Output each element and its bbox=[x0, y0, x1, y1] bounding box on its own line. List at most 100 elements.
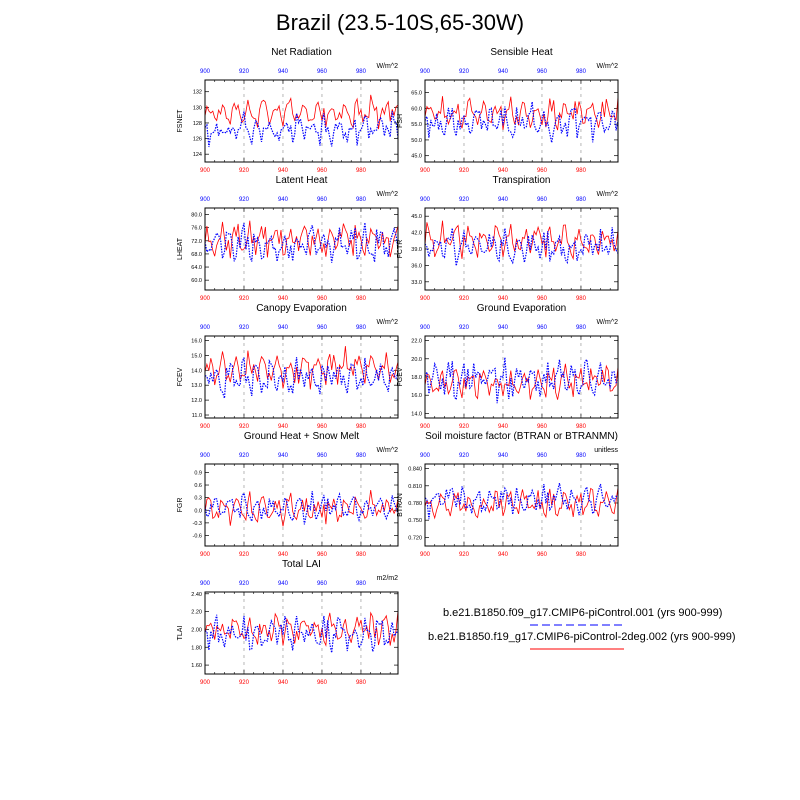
y-tick-label: 1.60 bbox=[191, 663, 202, 669]
series-line-case2 bbox=[425, 220, 618, 261]
series-line-case1 bbox=[205, 491, 398, 525]
y-tick-label: 15.0 bbox=[191, 353, 202, 359]
panel-frame bbox=[424, 463, 619, 547]
top-x-tick-label: 940 bbox=[278, 581, 289, 587]
bottom-x-tick-label: 940 bbox=[498, 424, 509, 430]
bottom-x-tick-label: 900 bbox=[420, 168, 431, 174]
top-x-tick-label: 900 bbox=[200, 325, 211, 331]
panel-title: Latent Heat bbox=[276, 175, 328, 186]
bottom-x-tick-label: 920 bbox=[239, 552, 250, 558]
bottom-x-tick-label: 940 bbox=[278, 168, 289, 174]
y-tick-label: -0.6 bbox=[193, 533, 202, 539]
legend-case2-label: b.e21.B1850.f19_g17.CMIP6-piControl-2deg… bbox=[428, 631, 736, 643]
panel-units: unitless bbox=[594, 447, 618, 454]
bottom-x-tick-label: 920 bbox=[239, 168, 250, 174]
panel-lheat: Latent Heat W/m^2 900 900 920 920 940 940 960 960… bbox=[177, 175, 399, 302]
top-x-tick-label: 900 bbox=[420, 197, 431, 203]
y-tick-label: 45.0 bbox=[411, 154, 422, 160]
bottom-x-tick-label: 960 bbox=[537, 424, 548, 430]
panel-fgev: Ground Evaporation W/m^2 900 900 920 920 940 94… bbox=[397, 303, 619, 430]
figure-title: Brazil (23.5-10S,65-30W) bbox=[275, 10, 525, 35]
bottom-x-tick-label: 940 bbox=[278, 680, 289, 686]
panel-fgr: Ground Heat + Snow Melt W/m^2 900 900 920 920… bbox=[177, 431, 399, 558]
top-x-tick-label: 920 bbox=[239, 197, 250, 203]
top-x-tick-label: 960 bbox=[317, 325, 328, 331]
series-line-case2 bbox=[205, 94, 398, 130]
bottom-x-tick-label: 920 bbox=[459, 168, 470, 174]
y-tick-label: 16.0 bbox=[411, 393, 422, 399]
y-axis-label: FSNET bbox=[177, 109, 184, 133]
top-x-tick-label: 960 bbox=[317, 453, 328, 459]
y-tick-label: 45.0 bbox=[411, 214, 422, 220]
y-tick-label: 64.0 bbox=[191, 265, 202, 271]
panel-fcev: Canopy Evaporation W/m^2 900 900 920 920 940 94… bbox=[177, 303, 399, 430]
panel-title: Total LAI bbox=[282, 559, 321, 570]
y-axis-label: BTRAN bbox=[397, 493, 404, 517]
bottom-x-tick-label: 900 bbox=[200, 296, 211, 302]
bottom-x-tick-label: 960 bbox=[317, 168, 328, 174]
bottom-x-tick-label: 960 bbox=[317, 680, 328, 686]
top-x-tick-label: 920 bbox=[459, 325, 470, 331]
y-tick-label: 0.720 bbox=[408, 535, 422, 541]
series-line-case1 bbox=[425, 357, 618, 404]
y-tick-label: 14.0 bbox=[191, 368, 202, 374]
y-tick-label: 65.0 bbox=[411, 91, 422, 97]
top-x-tick-label: 940 bbox=[278, 453, 289, 459]
top-x-tick-label: 940 bbox=[498, 453, 509, 459]
panel-fsh: Sensible Heat W/m^2 900 900 920 920 940 940 960 9… bbox=[397, 47, 619, 174]
y-tick-label: 20.0 bbox=[411, 357, 422, 363]
top-x-tick-label: 920 bbox=[239, 453, 250, 459]
y-tick-label: 124 bbox=[193, 152, 202, 158]
top-x-tick-label: 980 bbox=[576, 453, 587, 459]
y-axis-label: LHEAT bbox=[177, 237, 184, 260]
bottom-x-tick-label: 940 bbox=[278, 552, 289, 558]
top-x-tick-label: 920 bbox=[239, 69, 250, 75]
top-x-tick-label: 920 bbox=[459, 197, 470, 203]
series-line-case2 bbox=[425, 96, 618, 131]
series-line-case2 bbox=[425, 363, 618, 400]
top-x-tick-label: 980 bbox=[356, 581, 367, 587]
y-tick-label: 68.0 bbox=[191, 252, 202, 258]
panel-fctr: Transpiration W/m^2 900 900 920 920 940 940 960 9… bbox=[397, 175, 619, 302]
bottom-x-tick-label: 980 bbox=[356, 296, 367, 302]
panel-frame bbox=[204, 335, 399, 419]
top-x-tick-label: 940 bbox=[498, 197, 509, 203]
y-tick-label: 50.0 bbox=[411, 138, 422, 144]
panel-units: m2/m2 bbox=[377, 575, 399, 582]
panel-frame bbox=[204, 207, 399, 291]
top-x-tick-label: 940 bbox=[498, 325, 509, 331]
y-tick-label: 12.0 bbox=[191, 398, 202, 404]
y-tick-label: 42.0 bbox=[411, 231, 422, 237]
bottom-x-tick-label: 980 bbox=[576, 168, 587, 174]
y-tick-label: 14.0 bbox=[411, 411, 422, 417]
y-tick-label: -0.3 bbox=[193, 521, 202, 527]
y-tick-label: 76.0 bbox=[191, 226, 202, 232]
top-x-tick-label: 900 bbox=[420, 69, 431, 75]
panel-title: Transpiration bbox=[493, 175, 551, 186]
y-tick-label: 36.0 bbox=[411, 263, 422, 269]
y-tick-label: 60.0 bbox=[191, 278, 202, 284]
y-tick-label: 128 bbox=[193, 121, 202, 127]
series-line-case2 bbox=[425, 487, 618, 520]
top-x-tick-label: 980 bbox=[576, 69, 587, 75]
bottom-x-tick-label: 900 bbox=[200, 424, 211, 430]
top-x-tick-label: 980 bbox=[576, 325, 587, 331]
top-x-tick-label: 960 bbox=[537, 69, 548, 75]
y-tick-label: 2.40 bbox=[191, 592, 202, 598]
y-tick-label: 18.0 bbox=[411, 375, 422, 381]
top-x-tick-label: 900 bbox=[200, 453, 211, 459]
bottom-x-tick-label: 920 bbox=[239, 680, 250, 686]
series-line-case1 bbox=[425, 227, 618, 266]
bottom-x-tick-label: 900 bbox=[200, 680, 211, 686]
top-x-tick-label: 960 bbox=[317, 197, 328, 203]
y-axis-label: FGR bbox=[177, 498, 184, 513]
legend-case1-label: b.e21.B1850.f09_g17.CMIP6-piControl.001 … bbox=[443, 607, 723, 619]
bottom-x-tick-label: 980 bbox=[356, 168, 367, 174]
y-tick-label: 55.0 bbox=[411, 122, 422, 128]
y-tick-label: 11.0 bbox=[192, 413, 202, 419]
series-line-case1 bbox=[205, 357, 398, 399]
y-tick-label: 0.6 bbox=[194, 483, 202, 489]
bottom-x-tick-label: 940 bbox=[498, 552, 509, 558]
y-tick-label: 33.0 bbox=[411, 280, 422, 286]
y-tick-label: 16.0 bbox=[191, 338, 202, 344]
